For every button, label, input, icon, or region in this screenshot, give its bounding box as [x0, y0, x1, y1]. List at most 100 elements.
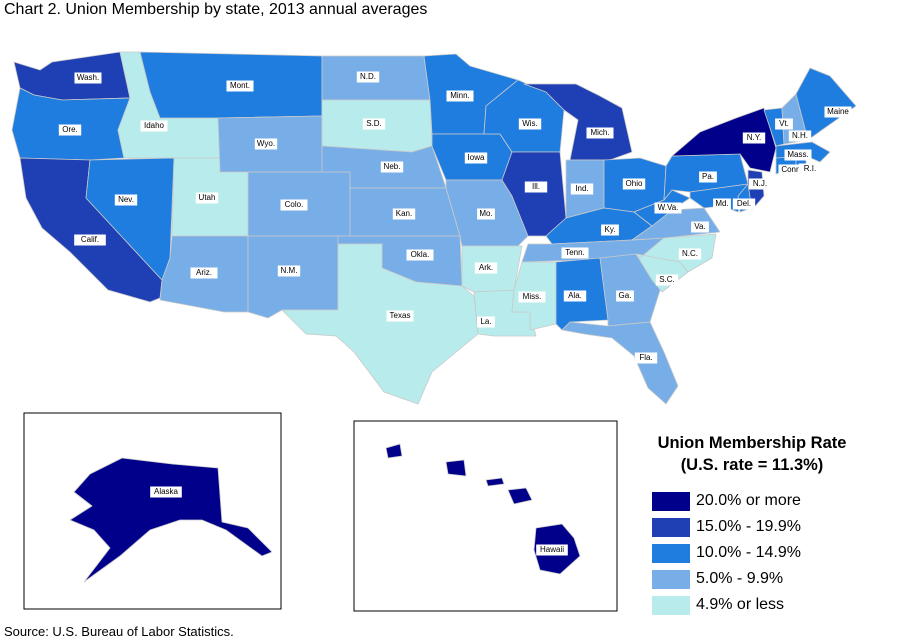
- svg-text:Ala.: Ala.: [568, 291, 582, 300]
- state-label: Mont.: [226, 80, 254, 92]
- state-label: Ala.: [563, 290, 587, 302]
- svg-text:Kan.: Kan.: [396, 209, 412, 218]
- legend-title-line2: (U.S. rate = 11.3%): [680, 456, 824, 474]
- svg-text:N.M.: N.M.: [281, 266, 298, 275]
- svg-text:Mass.: Mass.: [787, 150, 808, 159]
- legend-label: 20.0% or more: [696, 492, 801, 509]
- state-label: Vt.: [775, 118, 793, 130]
- state-label: Wash.: [74, 72, 102, 84]
- svg-text:Alaska: Alaska: [154, 487, 179, 496]
- svg-text:S.C.: S.C.: [659, 275, 675, 284]
- svg-text:La.: La.: [480, 317, 491, 326]
- svg-text:Wyo.: Wyo.: [257, 139, 275, 148]
- svg-text:Nev.: Nev.: [118, 195, 134, 204]
- state-label: Utah: [195, 192, 219, 204]
- state-label: N.J.: [748, 178, 772, 190]
- svg-text:N.Y.: N.Y.: [747, 133, 762, 142]
- state-label: Neb.: [380, 161, 404, 173]
- state-label: La.: [477, 316, 495, 328]
- state-label: Alaska: [150, 486, 182, 498]
- state-label: Minn.: [446, 90, 474, 102]
- state-label: S.C.: [655, 274, 679, 286]
- state-label: Maine: [824, 106, 852, 118]
- state-label: Del.: [732, 198, 756, 210]
- state-label: Colo.: [280, 199, 308, 211]
- legend-swatch: [652, 543, 690, 563]
- svg-text:Wash.: Wash.: [77, 73, 99, 82]
- state-label: Md.: [713, 198, 731, 210]
- svg-text:Hawaii: Hawaii: [540, 545, 564, 554]
- svg-text:Pa.: Pa.: [702, 172, 714, 181]
- legend-swatch: [652, 491, 690, 511]
- svg-text:R.I.: R.I.: [804, 164, 816, 173]
- state-label: N.M.: [277, 265, 301, 277]
- svg-text:N.J.: N.J.: [753, 179, 767, 188]
- state-label: Ariz.: [190, 267, 218, 279]
- svg-text:Ariz.: Ariz.: [196, 268, 212, 277]
- state-label: R.I.: [798, 163, 822, 175]
- state-label: Ga.: [616, 290, 634, 302]
- state-nm: [247, 235, 339, 319]
- svg-text:Mont.: Mont.: [230, 81, 250, 90]
- svg-text:Minn.: Minn.: [450, 91, 470, 100]
- state-maine: [795, 67, 857, 141]
- legend-swatch: [652, 517, 690, 537]
- source-note: Source: U.S. Bureau of Labor Statistics.: [4, 624, 234, 639]
- state-label: Ind.: [570, 183, 594, 195]
- state-label: Mich.: [586, 127, 614, 139]
- state-label: W.Va.: [654, 202, 682, 214]
- legend-label: 15.0% - 19.9%: [696, 518, 801, 535]
- state-label: Nev.: [114, 194, 138, 206]
- svg-text:Iowa: Iowa: [468, 153, 485, 162]
- state-label: Va.: [691, 221, 709, 233]
- legend-item: 15.0% - 19.9%: [652, 516, 801, 538]
- svg-text:N.H.: N.H.: [792, 131, 808, 140]
- legend-swatch: [652, 569, 690, 589]
- state-label: Iowa: [464, 152, 488, 164]
- svg-text:Del.: Del.: [737, 199, 751, 208]
- state-texas: [281, 243, 479, 405]
- svg-text:Ohio: Ohio: [626, 179, 643, 188]
- svg-text:Neb.: Neb.: [384, 162, 401, 171]
- state-label: Ore.: [58, 124, 82, 136]
- legend-label: 4.9% or less: [696, 596, 785, 613]
- state-label: N.C.: [678, 248, 702, 260]
- state-label: Ark.: [474, 262, 498, 274]
- state-label: Wyo.: [254, 138, 278, 150]
- svg-text:Md.: Md.: [715, 199, 728, 208]
- state-label: Calif.: [74, 234, 106, 246]
- state-label: Ill.: [524, 181, 548, 193]
- legend-swatch: [652, 595, 690, 615]
- state-hawaii-molokai: [485, 477, 505, 487]
- legend-item: 5.0% - 9.9%: [652, 568, 783, 590]
- state-label: Kan.: [392, 208, 416, 220]
- svg-text:Calif.: Calif.: [81, 235, 99, 244]
- state-label: N.H.: [788, 130, 812, 142]
- svg-text:N.C.: N.C.: [682, 249, 698, 258]
- svg-text:Texas: Texas: [390, 311, 411, 320]
- state-label: Wis.: [518, 118, 542, 130]
- legend-label: 10.0% - 14.9%: [696, 544, 801, 561]
- state-fla: [561, 321, 679, 405]
- svg-text:Ark.: Ark.: [479, 263, 493, 272]
- svg-text:Wis.: Wis.: [522, 119, 538, 128]
- svg-text:Colo.: Colo.: [285, 200, 304, 209]
- state-label: Texas: [386, 310, 414, 322]
- svg-text:Fla.: Fla.: [639, 353, 652, 362]
- legend-item: 10.0% - 14.9%: [652, 542, 801, 564]
- state-hawaii-kauai: [385, 443, 403, 459]
- svg-text:Utah: Utah: [199, 193, 216, 202]
- legend-item: 20.0% or more: [652, 490, 801, 512]
- svg-text:Vt.: Vt.: [779, 119, 789, 128]
- state-label: N.Y.: [742, 132, 766, 144]
- chart-title: Chart 2. Union Membership by state, 2013…: [4, 1, 428, 18]
- state-label: Mo.: [477, 208, 495, 220]
- svg-text:Ind.: Ind.: [575, 184, 588, 193]
- state-label: Pa.: [699, 171, 717, 183]
- legend-title: Union Membership Rate (U.S. rate = 11.3%…: [632, 432, 872, 476]
- svg-text:Maine: Maine: [827, 107, 849, 116]
- svg-text:Tenn.: Tenn.: [565, 248, 585, 257]
- svg-text:N.D.: N.D.: [360, 72, 376, 81]
- state-label: Ky.: [601, 224, 619, 236]
